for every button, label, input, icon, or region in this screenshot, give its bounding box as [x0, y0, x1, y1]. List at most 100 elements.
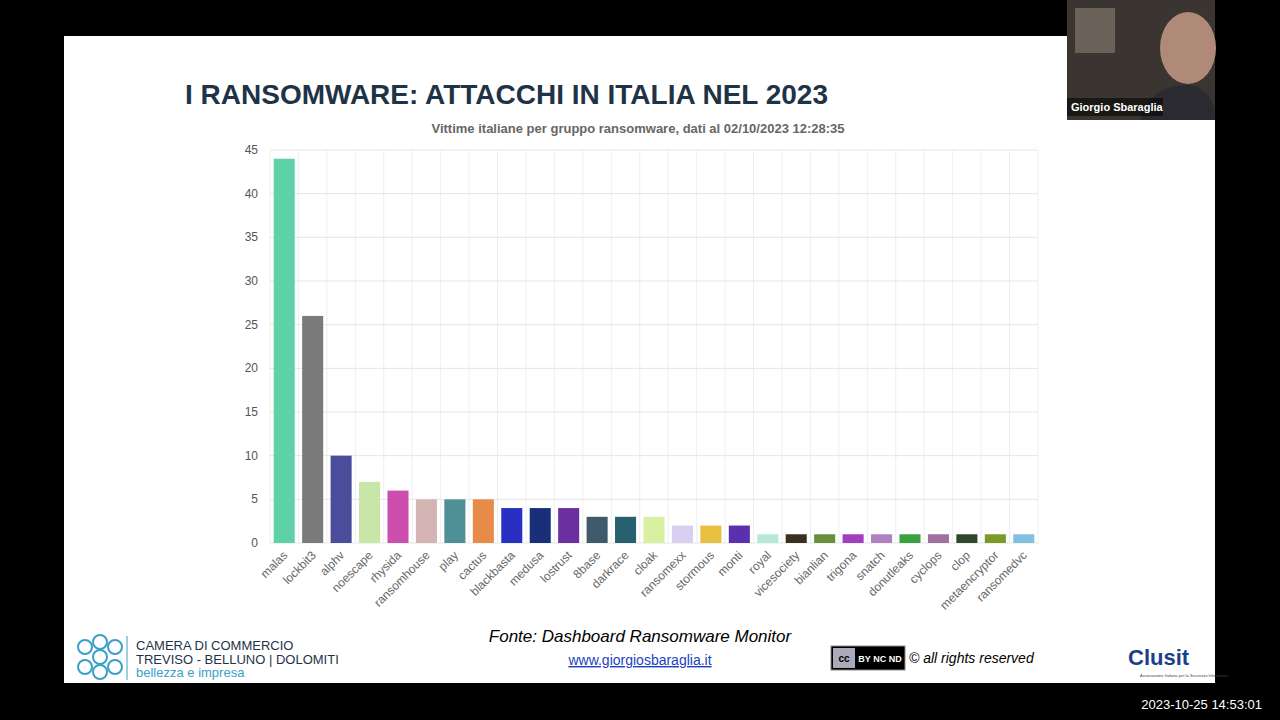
y-tick-label: 5 [251, 492, 258, 506]
bar [1013, 534, 1034, 543]
bar [700, 526, 721, 543]
bar [359, 482, 380, 543]
logo-ring [108, 660, 122, 674]
v-grid [611, 150, 612, 543]
y-tick-label: 45 [245, 143, 259, 157]
rights: © all rights reserved [909, 650, 1035, 666]
y-tick-label: 35 [245, 230, 259, 244]
v-grid [326, 150, 327, 543]
v-grid [895, 150, 896, 543]
v-grid [782, 150, 783, 543]
logo-ring [93, 635, 107, 649]
x-tick-label: stormous [672, 548, 717, 593]
logo-ring [93, 665, 107, 679]
slide [64, 36, 1215, 683]
v-grid [1009, 150, 1010, 543]
v-grid [582, 150, 583, 543]
source: Fonte: Dashboard Ransomware Monitor [489, 627, 793, 646]
bar [985, 534, 1006, 543]
bar [615, 517, 636, 543]
bar [473, 499, 494, 543]
v-grid [753, 150, 754, 543]
bar [786, 534, 807, 543]
v-grid [810, 150, 811, 543]
y-tick-label: 15 [245, 405, 259, 419]
bar [956, 534, 977, 543]
bar [530, 508, 551, 543]
grid-line [270, 150, 1038, 151]
y-tick-label: 20 [245, 361, 259, 375]
logo-ring [78, 660, 92, 674]
v-grid [440, 150, 441, 543]
background [0, 0, 1280, 720]
logo-left: CAMERA DI COMMERCIOTREVISO - BELLUNO | D… [78, 635, 339, 680]
x-tick-label: bianlian [792, 548, 831, 587]
bar [387, 491, 408, 543]
v-grid [469, 150, 470, 543]
v-grid [668, 150, 669, 543]
bar [672, 526, 693, 543]
bar [331, 456, 352, 543]
webcam-head [1160, 12, 1216, 84]
x-tick-label: lostrust [538, 548, 576, 586]
speaker: Giorgio Sbaraglia [1071, 101, 1164, 113]
bar [729, 526, 750, 543]
plot: 051015202530354045 [245, 143, 1038, 550]
logo-text: CAMERA DI COMMERCIO [136, 638, 293, 653]
v-grid [1038, 150, 1039, 543]
y-tick-label: 0 [251, 536, 258, 550]
timestamp: 2023-10-25 14:53:01 [1141, 697, 1262, 712]
title: I RANSOMWARE: ATTACCHI IN ITALIA NEL 202… [185, 79, 828, 110]
cc-badge [831, 646, 905, 670]
grid-line [270, 237, 1038, 238]
v-grid [298, 150, 299, 543]
logo-ring [78, 640, 92, 654]
grid-line [270, 281, 1038, 282]
bar [871, 534, 892, 543]
speaker-bg [1067, 98, 1163, 116]
logo-text: bellezza e impresa [136, 665, 245, 680]
bars [274, 159, 1035, 543]
v-grid [924, 150, 925, 543]
bar [302, 316, 323, 543]
y-tick-label: 40 [245, 187, 259, 201]
y-tick-label: 30 [245, 274, 259, 288]
x-tick-label: trigona [823, 548, 859, 584]
logo-ring [93, 650, 107, 664]
v-grid [952, 150, 953, 543]
v-grid [412, 150, 413, 543]
x-tick-label: ransomedvc [974, 548, 1030, 604]
bar [843, 534, 864, 543]
v-grid [867, 150, 868, 543]
grid-line [270, 324, 1038, 325]
cc-badge-left [833, 648, 855, 668]
x-tick-label: ransomhouse [371, 548, 433, 610]
x-tick-label: lockbit3 [280, 548, 319, 587]
y-tick-label: 10 [245, 449, 259, 463]
bar [444, 499, 465, 543]
x-tick-label: medusa [506, 548, 546, 588]
logo-right-sub: Associazione Italiana per la Sicurezza I… [1140, 673, 1229, 678]
bar [558, 508, 579, 543]
grid-line [270, 499, 1038, 500]
v-grid [725, 150, 726, 543]
subtitle: Vittime italiane per gruppo ransomware, … [431, 121, 844, 136]
logo-divider [127, 636, 128, 680]
v-grid [981, 150, 982, 543]
bar [587, 517, 608, 543]
v-grid [270, 150, 271, 543]
bar [643, 517, 664, 543]
v-grid [838, 150, 839, 543]
grid-line [270, 368, 1038, 369]
frame: Giorgio Sbaraglia I RANSOMWARE: ATTACCHI … [0, 0, 1280, 720]
grid-line [270, 193, 1038, 194]
v-grid [554, 150, 555, 543]
bar [416, 499, 437, 543]
webcam-bg [1067, 0, 1215, 120]
url: www.giorgiosbaraglia.it [567, 652, 711, 668]
x-tick-label: monti [715, 548, 746, 579]
grid-line [270, 455, 1038, 456]
v-grid [526, 150, 527, 543]
grid-line [270, 412, 1038, 413]
x-tick-label: darkrace [589, 548, 632, 591]
